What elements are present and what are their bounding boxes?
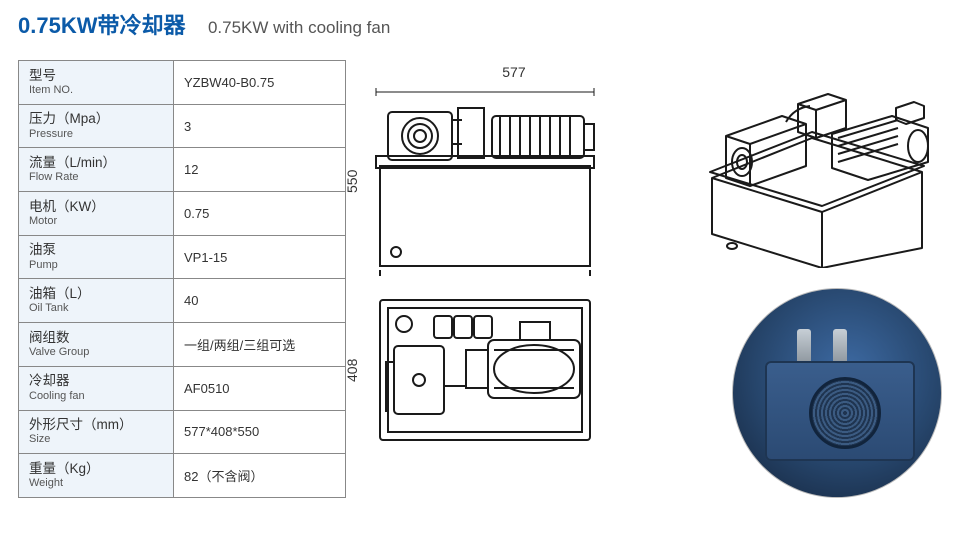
spec-label-zh: 油泵 [29, 242, 163, 258]
spec-label-zh: 外形尺寸（mm） [29, 417, 163, 433]
content-row: 型号Item NO.YZBW40-B0.75压力（Mpa）Pressure3流量… [18, 60, 942, 498]
table-row: 冷却器Cooling fanAF0510 [19, 366, 346, 410]
spec-label-zh: 电机（KW） [29, 199, 163, 215]
table-row: 流量（L/min）Flow Rate12 [19, 148, 346, 192]
spec-label-zh: 压力（Mpa） [29, 111, 163, 127]
spec-label-en: Oil Tank [29, 302, 163, 315]
table-row: 压力（Mpa）Pressure3 [19, 104, 346, 148]
isometric-view [682, 68, 942, 268]
product-photo [732, 288, 942, 498]
dim-height-front: 550 [344, 86, 360, 276]
spec-label-en: Pressure [29, 128, 163, 141]
tech-drawings: 577 550 [370, 60, 658, 498]
spec-label-en: Size [29, 433, 163, 446]
spec-label-cell: 流量（L/min）Flow Rate [19, 148, 174, 192]
photo-cooler-grille [809, 377, 881, 449]
spec-label-zh: 冷却器 [29, 373, 163, 389]
dim-width: 577 [370, 64, 658, 80]
top-view: 408 [370, 290, 658, 450]
table-row: 重量（Kg）Weight82（不含阀） [19, 454, 346, 498]
spec-label-cell: 冷却器Cooling fan [19, 366, 174, 410]
spec-label-en: Weight [29, 477, 163, 490]
dim-height-top: 408 [344, 290, 360, 450]
spec-label-en: Item NO. [29, 84, 163, 97]
spec-label-en: Pump [29, 259, 163, 272]
front-view: 577 550 [370, 86, 658, 276]
spec-value-cell: AF0510 [174, 366, 346, 410]
top-view-svg [370, 290, 600, 450]
spec-value-cell: 82（不含阀） [174, 454, 346, 498]
spec-label-en: Motor [29, 215, 163, 228]
spec-label-zh: 流量（L/min） [29, 155, 163, 171]
spec-label-en: Cooling fan [29, 390, 163, 403]
spec-label-zh: 油箱（L） [29, 286, 163, 302]
spec-label-cell: 电机（KW）Motor [19, 192, 174, 236]
table-row: 外形尺寸（mm）Size577*408*550 [19, 410, 346, 454]
spec-value-cell: YZBW40-B0.75 [174, 61, 346, 105]
spec-label-cell: 阀组数Valve Group [19, 323, 174, 367]
spec-label-en: Valve Group [29, 346, 163, 359]
title-zh: 0.75KW带冷却器 [18, 8, 185, 40]
spec-value-cell: 一组/两组/三组可选 [174, 323, 346, 367]
spec-label-zh: 重量（Kg） [29, 461, 163, 477]
photo-pipe [797, 329, 811, 365]
spec-value-cell: 40 [174, 279, 346, 323]
spec-label-zh: 阀组数 [29, 330, 163, 346]
title-en: 0.75KW with cooling fan [208, 18, 390, 38]
table-row: 油泵PumpVP1-15 [19, 235, 346, 279]
right-column [682, 60, 942, 498]
table-row: 阀组数Valve Group一组/两组/三组可选 [19, 323, 346, 367]
spec-label-cell: 油箱（L）Oil Tank [19, 279, 174, 323]
table-row: 油箱（L）Oil Tank40 [19, 279, 346, 323]
header: 0.75KW带冷却器 0.75KW with cooling fan [18, 8, 942, 40]
spec-value-cell: 3 [174, 104, 346, 148]
spec-label-cell: 油泵Pump [19, 235, 174, 279]
spec-table: 型号Item NO.YZBW40-B0.75压力（Mpa）Pressure3流量… [18, 60, 346, 498]
spec-label-cell: 重量（Kg）Weight [19, 454, 174, 498]
iso-svg [682, 68, 942, 268]
spec-label-cell: 压力（Mpa）Pressure [19, 104, 174, 148]
spec-label-cell: 型号Item NO. [19, 61, 174, 105]
spec-value-cell: 0.75 [174, 192, 346, 236]
table-row: 电机（KW）Motor0.75 [19, 192, 346, 236]
front-view-svg [370, 86, 600, 276]
spec-label-en: Flow Rate [29, 171, 163, 184]
photo-pipe [833, 329, 847, 365]
table-row: 型号Item NO.YZBW40-B0.75 [19, 61, 346, 105]
spec-value-cell: 577*408*550 [174, 410, 346, 454]
spec-value-cell: 12 [174, 148, 346, 192]
spec-label-cell: 外形尺寸（mm）Size [19, 410, 174, 454]
spec-label-zh: 型号 [29, 68, 163, 84]
spec-value-cell: VP1-15 [174, 235, 346, 279]
